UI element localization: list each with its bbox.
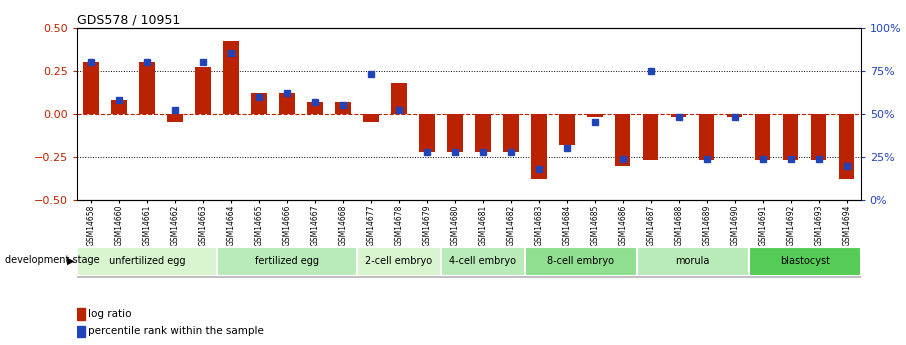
Bar — [363, 114, 379, 122]
Text: 4-cell embryo: 4-cell embryo — [449, 256, 516, 266]
Bar — [307, 102, 323, 114]
Text: GDS578 / 10951: GDS578 / 10951 — [77, 13, 180, 27]
Bar — [748, 247, 861, 276]
Bar — [587, 114, 602, 117]
Text: development stage: development stage — [5, 256, 99, 265]
Bar — [531, 114, 546, 179]
Bar — [475, 114, 490, 152]
Bar — [755, 114, 770, 160]
Bar — [559, 114, 574, 145]
Bar — [525, 247, 637, 276]
Bar — [168, 114, 183, 122]
Bar — [77, 276, 861, 278]
Bar — [196, 67, 211, 114]
Bar — [335, 102, 351, 114]
Bar — [615, 114, 631, 166]
Bar — [699, 114, 715, 160]
Bar — [643, 114, 659, 160]
Bar — [637, 247, 748, 276]
Bar — [811, 114, 826, 160]
Bar — [223, 41, 238, 114]
Text: 8-cell embryo: 8-cell embryo — [547, 256, 614, 266]
Bar — [419, 114, 435, 152]
Bar — [503, 114, 518, 152]
Text: log ratio: log ratio — [89, 309, 132, 319]
Bar — [279, 93, 294, 114]
Text: 2-cell embryo: 2-cell embryo — [365, 256, 432, 266]
Bar — [441, 247, 525, 276]
Bar — [77, 247, 217, 276]
Bar — [77, 326, 85, 337]
Text: fertilized egg: fertilized egg — [255, 256, 319, 266]
Text: ▶: ▶ — [67, 256, 74, 265]
Bar — [140, 62, 155, 114]
Bar — [251, 93, 266, 114]
Bar — [783, 114, 798, 160]
Text: morula: morula — [676, 256, 710, 266]
Bar — [448, 114, 463, 152]
Bar — [77, 308, 85, 319]
Text: blastocyst: blastocyst — [780, 256, 830, 266]
Text: unfertilized egg: unfertilized egg — [109, 256, 185, 266]
Bar — [839, 114, 854, 179]
Bar — [727, 114, 742, 117]
Bar — [671, 114, 687, 117]
Bar — [391, 83, 407, 114]
Bar — [83, 62, 99, 114]
Bar — [111, 100, 127, 114]
Text: percentile rank within the sample: percentile rank within the sample — [89, 326, 265, 336]
Bar — [357, 247, 441, 276]
Bar — [217, 247, 357, 276]
